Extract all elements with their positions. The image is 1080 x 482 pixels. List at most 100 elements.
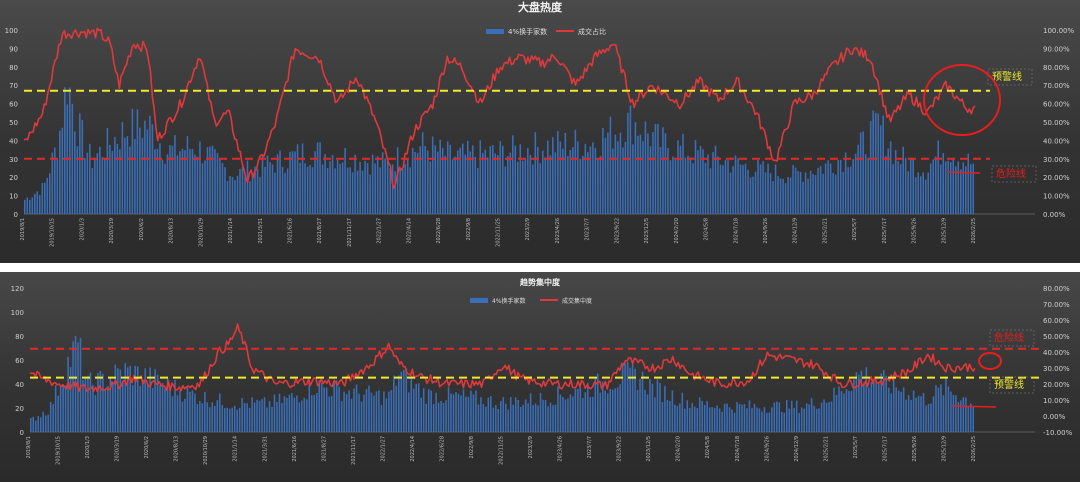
bar bbox=[935, 385, 937, 432]
bar bbox=[36, 191, 39, 214]
bar bbox=[69, 366, 72, 432]
x-tick-label: 2024/2/20 bbox=[674, 218, 680, 244]
y-left-tick-label: 0 bbox=[14, 211, 18, 219]
x-tick-label: 2025/2/21 bbox=[822, 218, 828, 244]
bar bbox=[246, 160, 249, 214]
bar bbox=[547, 140, 549, 214]
bar bbox=[537, 405, 539, 432]
bar bbox=[375, 391, 378, 432]
bar bbox=[849, 166, 852, 214]
legend-label-line: 成交占比 bbox=[578, 27, 606, 36]
bar bbox=[151, 124, 154, 214]
bar bbox=[642, 141, 644, 214]
x-tick-label: 2023/9/22 bbox=[614, 218, 620, 244]
bar bbox=[699, 145, 702, 214]
bar bbox=[882, 115, 884, 214]
x-tick-label: 2024/7/18 bbox=[733, 218, 739, 244]
bar bbox=[116, 143, 119, 214]
bar bbox=[206, 147, 209, 214]
bar bbox=[189, 391, 191, 432]
bar bbox=[269, 162, 271, 214]
bar bbox=[311, 167, 314, 214]
bar bbox=[604, 390, 607, 432]
bar bbox=[669, 160, 672, 214]
bar bbox=[211, 145, 214, 214]
bar bbox=[264, 166, 266, 214]
bar bbox=[534, 132, 537, 214]
bar bbox=[544, 400, 547, 432]
x-tick-label: 2024/12/9 bbox=[794, 436, 800, 462]
bar bbox=[639, 134, 642, 214]
y-left-tick-label: 90 bbox=[9, 45, 18, 53]
bar bbox=[361, 170, 364, 214]
bar bbox=[564, 399, 567, 432]
bar bbox=[156, 148, 159, 214]
x-tick-label: 2020/6/2 bbox=[144, 436, 150, 458]
bar bbox=[559, 141, 562, 214]
bar bbox=[519, 406, 522, 432]
y-right-tick-label: 20.00% bbox=[1043, 174, 1070, 182]
bar bbox=[122, 380, 124, 432]
bar bbox=[567, 398, 569, 432]
bar bbox=[738, 403, 741, 432]
bar bbox=[107, 385, 109, 432]
bar bbox=[56, 159, 59, 214]
x-tick-label: 2025/7/17 bbox=[882, 436, 888, 462]
bar bbox=[335, 380, 338, 432]
y-left-tick-label: 100 bbox=[11, 309, 24, 317]
y-right-tick-label: 20.00% bbox=[1043, 381, 1070, 389]
bar bbox=[59, 130, 61, 214]
bar bbox=[263, 397, 266, 432]
bar bbox=[296, 144, 299, 214]
bar bbox=[932, 396, 935, 432]
bar bbox=[336, 159, 339, 214]
bar bbox=[853, 379, 855, 432]
x-tick-label: 2022/6/28 bbox=[436, 218, 442, 244]
bar bbox=[857, 144, 859, 214]
bar bbox=[131, 385, 134, 432]
bar bbox=[874, 113, 877, 214]
bar bbox=[753, 403, 756, 432]
bar bbox=[84, 377, 87, 432]
bar bbox=[404, 164, 406, 214]
bar bbox=[459, 147, 462, 214]
bar bbox=[744, 163, 747, 214]
bar bbox=[572, 147, 574, 214]
bar bbox=[942, 395, 945, 432]
bar bbox=[141, 137, 144, 214]
bar bbox=[81, 119, 84, 214]
bar bbox=[527, 403, 529, 432]
bar bbox=[186, 386, 189, 432]
bar bbox=[957, 161, 960, 214]
bar bbox=[226, 407, 229, 432]
bar bbox=[920, 396, 922, 432]
bar bbox=[691, 403, 694, 432]
x-tick-label: 2022/9/8 bbox=[469, 436, 475, 458]
bar bbox=[694, 140, 697, 214]
y-right-tick-label: 30.00% bbox=[1043, 156, 1070, 164]
y-left-tick-label: 60 bbox=[15, 357, 24, 365]
heat-chart-panel: 大盘热度 4%换手家数 成交占比 0 10 20 30 40 50 60 70 80 90 100 0.00… bbox=[0, 0, 1080, 263]
bar bbox=[746, 408, 748, 432]
warning-line-label: 预警线 bbox=[992, 70, 1022, 83]
bar bbox=[947, 160, 950, 214]
bar bbox=[59, 386, 62, 432]
bar bbox=[887, 387, 890, 432]
bar bbox=[872, 110, 874, 214]
bar bbox=[614, 134, 617, 214]
bar bbox=[697, 150, 699, 214]
bar bbox=[830, 401, 833, 432]
x-tick-label: 2020/1/3 bbox=[85, 436, 91, 458]
bar bbox=[659, 383, 661, 432]
bar bbox=[509, 396, 512, 432]
x-tick-label: 2025/7/17 bbox=[882, 218, 888, 244]
bar bbox=[286, 168, 289, 214]
bar bbox=[512, 135, 514, 214]
bar bbox=[238, 407, 241, 432]
bar bbox=[166, 154, 169, 214]
bar bbox=[244, 176, 246, 214]
bar bbox=[504, 166, 507, 214]
bar bbox=[89, 143, 91, 214]
bar bbox=[99, 146, 101, 214]
bar bbox=[624, 141, 627, 214]
